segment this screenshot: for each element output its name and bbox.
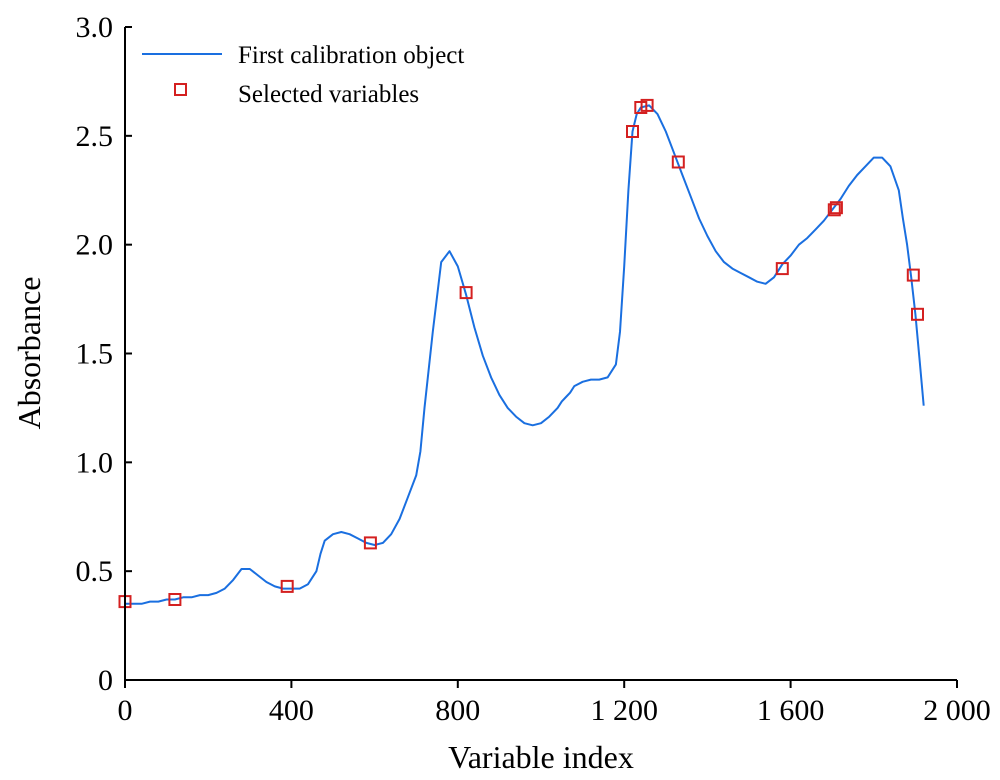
- selected-variable-marker: [671, 155, 685, 169]
- legend-label-first-calibration-object: First calibration object: [238, 42, 464, 69]
- x-tick-label: 0: [118, 694, 133, 727]
- selected-variable-marker: [829, 201, 843, 215]
- x-ticks: 0 400 800 1 200 1 600 2 000: [118, 680, 991, 727]
- selected-variable-marker: [626, 125, 639, 138]
- x-tick-label: 800: [435, 694, 480, 727]
- selected-variable-marker: [911, 307, 924, 321]
- y-tick-label: 2.0: [76, 229, 114, 262]
- series-line-first-calibration-object: [125, 104, 925, 605]
- selected-variable-marker: [168, 593, 182, 606]
- x-tick-label: 1 200: [590, 694, 658, 727]
- x-tick-label: 400: [269, 694, 314, 727]
- legend-marker-swatch: [174, 83, 187, 96]
- selected-variable-marker: [363, 536, 377, 550]
- y-tick-label: 0.5: [76, 555, 114, 588]
- y-tick-label: 3.0: [76, 11, 114, 44]
- selected-variable-marker: [906, 268, 920, 282]
- selected-variable-marker: [280, 579, 294, 593]
- plot-area: [118, 98, 925, 609]
- axes: 0 0.5 1.0 1.5 2.0 2.5 3.0 0 400 800 1 200 1 600 2 0…: [76, 11, 991, 727]
- selected-variable-marker: [459, 286, 473, 300]
- y-tick-label: 2.5: [76, 120, 114, 153]
- y-tick-label: 1.5: [76, 338, 114, 371]
- y-ticks: 0 0.5 1.0 1.5 2.0 2.5 3.0: [76, 11, 132, 697]
- selected-variable-marker: [775, 262, 789, 276]
- selected-variable-marker: [827, 203, 841, 217]
- y-tick-label: 1.0: [76, 446, 114, 479]
- legend: First calibration object Selected variab…: [142, 42, 464, 108]
- y-axis-title: Absorbance: [11, 277, 47, 430]
- legend-label-selected-variables: Selected variables: [238, 81, 419, 108]
- x-axis-title: Variable index: [448, 739, 634, 775]
- selected-variable-marker: [640, 98, 654, 112]
- x-tick-label: 2 000: [923, 694, 991, 727]
- selected-variable-markers: [118, 98, 924, 609]
- y-tick-label: 0: [98, 664, 113, 697]
- x-tick-label: 1 600: [757, 694, 825, 727]
